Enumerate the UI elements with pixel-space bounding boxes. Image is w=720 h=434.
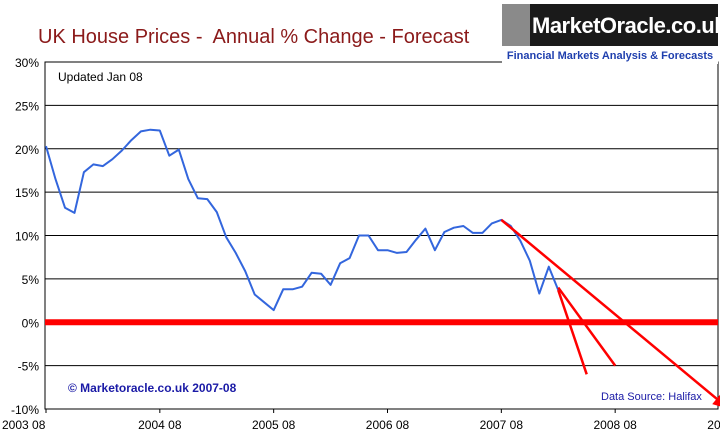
y-tick-label: -5%	[18, 360, 40, 374]
forecast-arrowhead	[712, 394, 720, 407]
forecast-line	[557, 286, 617, 367]
y-tick-label: 25%	[15, 99, 39, 113]
x-tick-label: 2005 08	[252, 418, 296, 432]
chart-title: UK House Prices - Annual % Change - Fore…	[38, 26, 470, 48]
forecast-line	[557, 289, 588, 375]
x-tick-label: 2003 08	[2, 418, 46, 432]
y-tick-label: 20%	[15, 143, 39, 157]
x-tick-label: 2004 08	[138, 418, 182, 432]
x-tick-label: 2008 08	[593, 418, 637, 432]
y-tick-label: 15%	[15, 186, 39, 200]
y-tick-label: 5%	[22, 273, 40, 287]
copyright-annotation: © Marketoracle.co.uk 2007-08	[68, 381, 237, 395]
oracle-statue-icon	[502, 4, 530, 46]
forecast-line	[500, 218, 720, 404]
updated-annotation: Updated Jan 08	[58, 70, 143, 84]
x-tick-label: 2009 08	[707, 418, 720, 432]
y-tick-label: -10%	[11, 403, 39, 417]
logo-tagline: Financial Markets Analysis & Forecasts	[502, 48, 718, 64]
x-tick-label: 2007 08	[480, 418, 524, 432]
source-annotation: Data Source: Halifax	[601, 391, 702, 403]
site-logo[interactable]: MarketOracle.co.uk Financial Markets Ana…	[502, 4, 720, 64]
logo-name: MarketOracle.co.uk	[532, 13, 720, 38]
y-tick-label: 30%	[15, 56, 39, 70]
y-tick-label: 0%	[22, 316, 40, 330]
logo-banner: MarketOracle.co.uk	[502, 4, 720, 46]
x-tick-label: 2006 08	[366, 418, 410, 432]
series-line	[45, 128, 560, 312]
y-tick-label: 10%	[15, 230, 39, 244]
